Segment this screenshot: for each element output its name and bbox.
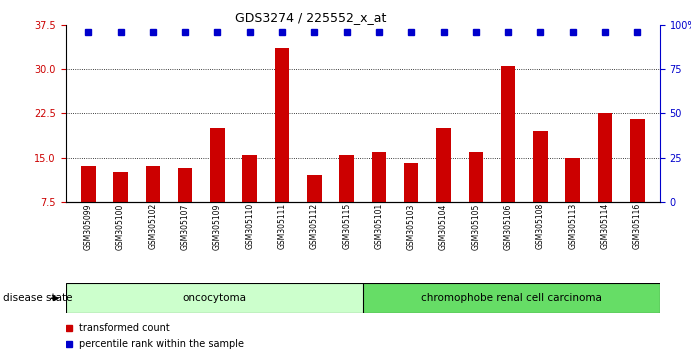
Text: percentile rank within the sample: percentile rank within the sample [79, 339, 244, 349]
Bar [372, 152, 386, 202]
Bar [178, 167, 192, 202]
Bar [598, 113, 612, 202]
Bar [363, 283, 660, 313]
Bar [210, 128, 225, 202]
Bar [468, 152, 483, 202]
Bar [113, 172, 128, 202]
Bar [630, 119, 645, 202]
Text: oncocytoma: oncocytoma [182, 293, 246, 303]
Text: GDS3274 / 225552_x_at: GDS3274 / 225552_x_at [235, 11, 387, 24]
Bar [404, 164, 419, 202]
Bar [307, 175, 321, 202]
Bar [146, 166, 160, 202]
Bar [275, 48, 290, 202]
Bar [339, 155, 354, 202]
Text: transformed count: transformed count [79, 322, 170, 332]
Bar [436, 128, 451, 202]
Bar [533, 131, 548, 202]
Bar [66, 283, 363, 313]
Text: disease state: disease state [3, 293, 73, 303]
Bar [81, 166, 95, 202]
Text: chromophobe renal cell carcinoma: chromophobe renal cell carcinoma [421, 293, 602, 303]
Bar [565, 158, 580, 202]
Bar [243, 155, 257, 202]
Bar [501, 66, 515, 202]
